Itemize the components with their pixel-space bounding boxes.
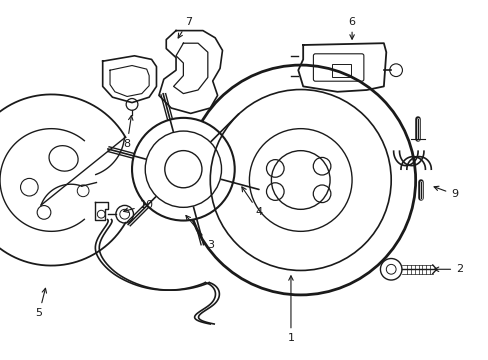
Circle shape [185, 65, 415, 295]
Text: 5: 5 [36, 288, 46, 318]
Text: 9: 9 [433, 186, 457, 199]
Text: 3: 3 [185, 216, 213, 250]
Circle shape [132, 118, 234, 221]
Text: 6: 6 [348, 17, 355, 39]
Text: 10: 10 [123, 200, 153, 212]
Text: 7: 7 [178, 17, 191, 38]
Text: 1: 1 [287, 276, 294, 343]
Text: 2: 2 [433, 264, 462, 274]
Text: 4: 4 [242, 187, 262, 217]
Text: 8: 8 [123, 116, 133, 149]
